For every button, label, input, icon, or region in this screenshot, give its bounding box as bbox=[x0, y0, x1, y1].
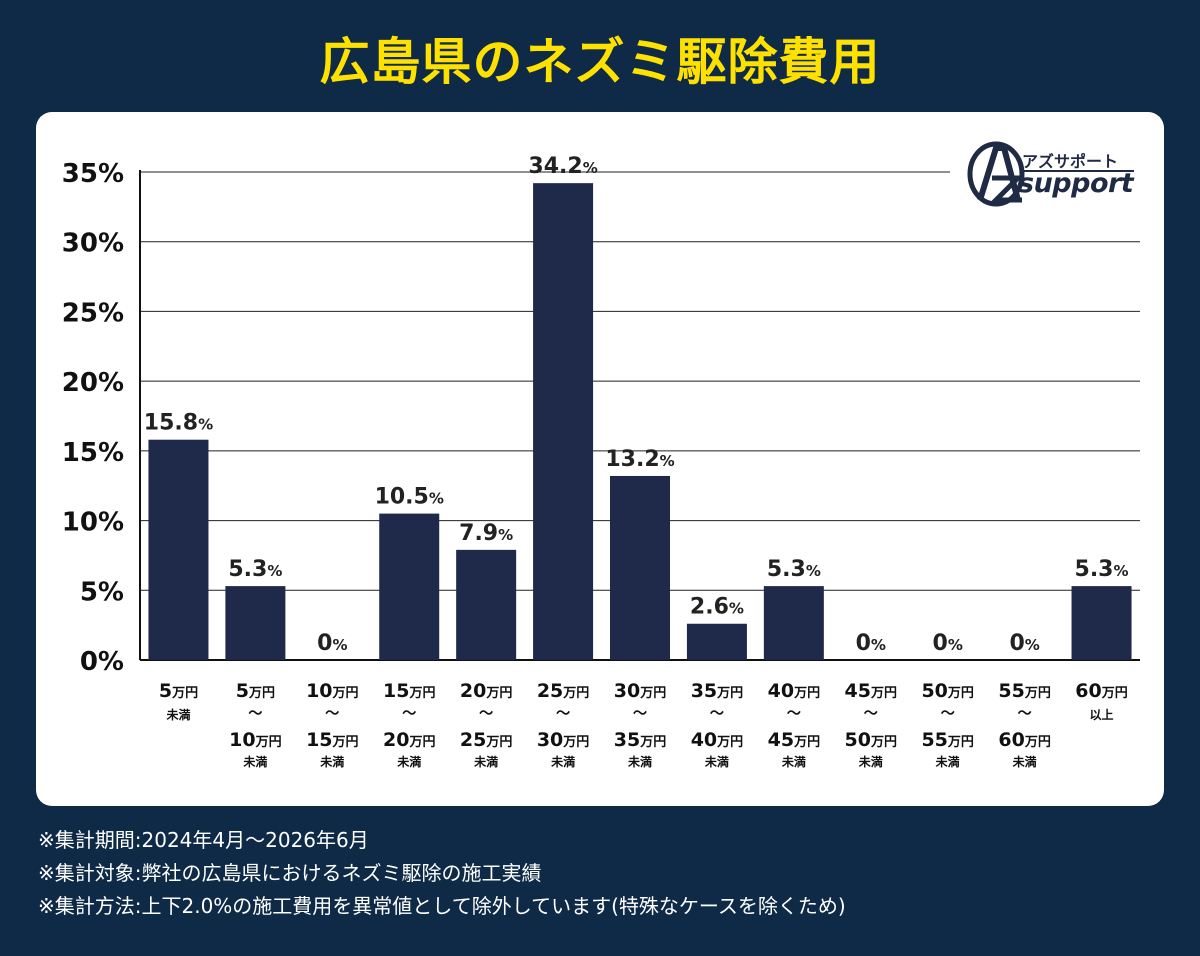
x-tick-label: 50万円 bbox=[845, 729, 897, 751]
y-tick-label: 20% bbox=[62, 368, 124, 398]
x-tick-range-sign: 〜 bbox=[248, 706, 262, 722]
data-label: 0% bbox=[1009, 631, 1039, 656]
x-tick-suffix: 未満 bbox=[627, 754, 652, 769]
x-tick-suffix: 未満 bbox=[935, 754, 960, 769]
bar bbox=[225, 586, 286, 660]
x-tick-label: 5万円 bbox=[236, 680, 275, 702]
y-tick-label: 15% bbox=[62, 438, 124, 468]
bar bbox=[686, 623, 747, 660]
x-tick-label: 30万円 bbox=[614, 680, 666, 702]
x-tick-label: 20万円 bbox=[460, 680, 512, 702]
x-tick-range-sign: 〜 bbox=[633, 706, 647, 722]
x-tick-label: 25万円 bbox=[460, 729, 512, 751]
data-label: 0% bbox=[317, 631, 347, 656]
x-tick-label: 10万円 bbox=[229, 729, 281, 751]
data-label: 10.5% bbox=[375, 485, 444, 510]
az-logo-icon bbox=[967, 141, 1025, 207]
bar bbox=[610, 475, 670, 660]
x-tick-label: 15万円 bbox=[306, 729, 358, 751]
y-tick-label: 5% bbox=[80, 577, 124, 607]
x-tick-label: 45万円 bbox=[845, 680, 897, 702]
note-target: ※集計対象:弊社の広島県におけるネズミ駆除の施工実績 bbox=[38, 861, 542, 885]
x-tick-label: 10万円 bbox=[306, 680, 358, 702]
x-tick-suffix: 未満 bbox=[704, 754, 729, 769]
bar bbox=[148, 439, 209, 660]
data-label: 13.2% bbox=[605, 447, 674, 472]
x-tick-range-sign: 〜 bbox=[402, 706, 416, 722]
x-tick-range-sign: 〜 bbox=[787, 706, 801, 722]
logo-wordmark: support bbox=[1018, 168, 1134, 199]
x-tick-label: 20万円 bbox=[383, 729, 435, 751]
x-tick-label: 60万円 bbox=[1075, 680, 1127, 702]
data-label: 34.2% bbox=[528, 154, 597, 179]
x-tick-range-sign: 〜 bbox=[1018, 706, 1032, 722]
data-label: 5.3% bbox=[767, 557, 821, 582]
x-tick-label: 25万円 bbox=[537, 680, 589, 702]
data-label: 0% bbox=[933, 631, 963, 656]
x-tick-label: 35万円 bbox=[691, 680, 743, 702]
x-tick-label: 55万円 bbox=[998, 680, 1050, 702]
note-period: ※集計期間:2024年4月〜2026年6月 bbox=[38, 828, 369, 852]
x-tick-suffix: 未満 bbox=[165, 707, 190, 722]
x-tick-suffix: 未満 bbox=[1012, 754, 1037, 769]
note-method: ※集計方法:上下2.0%の施工費用を異常値として除外しています(特殊なケースを除… bbox=[38, 894, 846, 918]
x-tick-suffix: 未満 bbox=[473, 754, 498, 769]
x-tick-suffix: 以上 bbox=[1090, 707, 1114, 722]
data-label: 0% bbox=[856, 631, 886, 656]
logo-divider bbox=[1022, 170, 1134, 172]
x-tick-suffix: 未満 bbox=[319, 754, 344, 769]
x-tick-label: 40万円 bbox=[691, 729, 743, 751]
chart-card bbox=[36, 112, 1164, 806]
data-label: 5.3% bbox=[228, 557, 282, 582]
bar bbox=[456, 549, 517, 660]
x-tick-range-sign: 〜 bbox=[556, 706, 570, 722]
x-tick-label: 50万円 bbox=[921, 680, 973, 702]
x-tick-label: 5万円 bbox=[159, 680, 198, 702]
x-tick-suffix: 未満 bbox=[858, 754, 883, 769]
data-label: 5.3% bbox=[1075, 557, 1129, 582]
bar bbox=[533, 183, 594, 660]
y-tick-label: 25% bbox=[62, 298, 124, 328]
x-tick-range-sign: 〜 bbox=[710, 706, 724, 722]
x-tick-label: 40万円 bbox=[768, 680, 820, 702]
x-tick-label: 45万円 bbox=[768, 729, 820, 751]
x-tick-label: 35万円 bbox=[614, 729, 666, 751]
logo-kana: アズサポート bbox=[1022, 152, 1119, 171]
x-tick-range-sign: 〜 bbox=[479, 706, 493, 722]
x-tick-range-sign: 〜 bbox=[864, 706, 878, 722]
x-tick-range-sign: 〜 bbox=[941, 706, 955, 722]
x-tick-label: 15万円 bbox=[383, 680, 435, 702]
y-tick-label: 0% bbox=[80, 647, 124, 677]
az-support-logo: アズサポート support bbox=[966, 138, 1138, 208]
x-tick-label: 55万円 bbox=[921, 729, 973, 751]
data-label: 2.6% bbox=[690, 595, 744, 620]
data-label: 15.8% bbox=[144, 411, 213, 436]
y-tick-label: 35% bbox=[62, 159, 124, 189]
x-tick-suffix: 未満 bbox=[242, 754, 267, 769]
x-tick-label: 30万円 bbox=[537, 729, 589, 751]
x-tick-range-sign: 〜 bbox=[325, 706, 339, 722]
bar bbox=[379, 513, 440, 660]
page-title: 広島県のネズミ駆除費用 bbox=[319, 33, 881, 91]
bar bbox=[1071, 586, 1132, 660]
x-tick-label: 60万円 bbox=[998, 729, 1050, 751]
data-label: 7.9% bbox=[459, 521, 513, 546]
footnotes: ※集計期間:2024年4月〜2026年6月 ※集計対象:弊社の広島県におけるネズ… bbox=[38, 824, 1178, 923]
x-tick-suffix: 未満 bbox=[781, 754, 806, 769]
y-tick-label: 10% bbox=[62, 508, 124, 538]
x-tick-suffix: 未満 bbox=[396, 754, 421, 769]
bar bbox=[763, 586, 824, 660]
x-tick-suffix: 未満 bbox=[550, 754, 575, 769]
y-tick-label: 30% bbox=[62, 229, 124, 259]
